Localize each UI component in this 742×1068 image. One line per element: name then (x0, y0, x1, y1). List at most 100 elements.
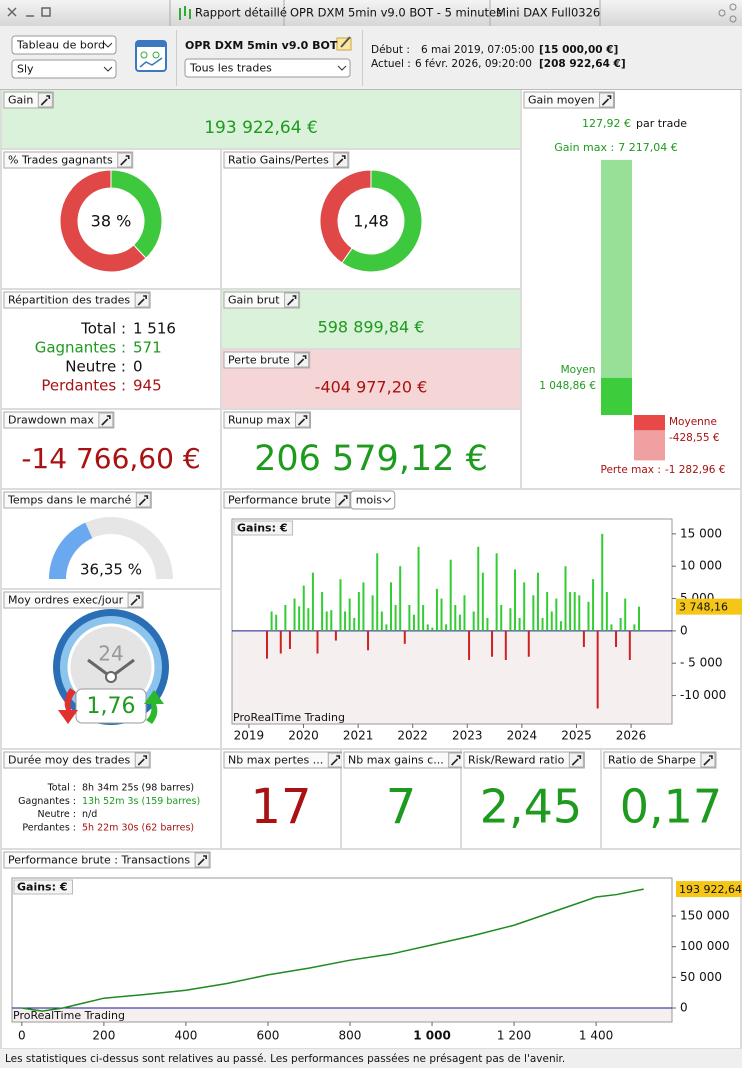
dropdown[interactable] (11, 59, 117, 79)
wrench-icon (197, 855, 207, 866)
panel-header (223, 291, 301, 309)
donut-negative (319, 169, 372, 264)
panel-title: Ratio Gains/Pertes (228, 154, 329, 167)
wrench-icon (287, 295, 297, 306)
value-box (75, 688, 147, 724)
donut-negative (59, 169, 147, 273)
bar (532, 595, 535, 631)
panel-title: Gain brut (228, 294, 280, 307)
wrench-icon (101, 415, 111, 426)
bar (596, 630, 599, 709)
dropdown[interactable] (11, 35, 117, 55)
x-tick-label: 1 200 (497, 1029, 531, 1043)
x-tick-label: 2024 (507, 729, 538, 743)
panel-header (3, 751, 151, 769)
panel-title: Perte brute (228, 354, 290, 367)
label: 6 mai 2019, 07:05:00 (421, 44, 535, 56)
dropdown-arrow (103, 66, 113, 72)
label: par trade (636, 117, 687, 130)
share-icon[interactable] (718, 3, 737, 23)
bar (412, 614, 415, 631)
row-value: 0 (133, 358, 143, 376)
bar (316, 630, 319, 654)
bar (279, 630, 282, 654)
row-label: Neutre : (38, 809, 76, 820)
row-label: Gagnantes : (18, 796, 76, 807)
dropdown[interactable] (184, 58, 351, 78)
bar (385, 624, 388, 631)
last-value-label: 193 922,64 (679, 883, 742, 896)
wrench-icon (137, 295, 147, 306)
dropdown-arrow (337, 65, 347, 71)
panel-header (223, 351, 311, 369)
bar (527, 630, 530, 657)
y-tick-label: - 5 000 (680, 656, 723, 670)
tab: OPR DXM 5min v9.0 BOT - 5 minutes (290, 6, 502, 20)
bar (491, 630, 494, 657)
bar (417, 546, 420, 631)
bar (321, 592, 324, 631)
dropdown[interactable] (350, 490, 396, 510)
wrench-icon (120, 155, 130, 166)
bar (601, 533, 604, 631)
row-label: Total : (80, 320, 126, 338)
bar (266, 630, 268, 659)
edit-icon[interactable] (336, 36, 352, 51)
watermark: ProRealTime Trading (233, 711, 345, 724)
bar (357, 592, 360, 631)
label: 1 048,86 € (539, 380, 596, 392)
wrench-icon (338, 495, 348, 506)
gauge-label: 36,35 % (80, 561, 142, 579)
wrench-icon (297, 355, 307, 366)
bar (454, 605, 457, 631)
label: -428,55 € (669, 432, 720, 444)
y-tick-label: -10 000 (680, 688, 726, 702)
panel-title: % Trades gagnants (8, 154, 113, 167)
bar (518, 617, 521, 631)
x-tick-label: 2023 (452, 729, 483, 743)
bar (472, 611, 475, 631)
x-tick-label: 2020 (288, 729, 319, 743)
panel-header (463, 751, 585, 769)
panel-title: Risk/Reward ratio (468, 754, 565, 767)
donut-label: 38 % (91, 212, 132, 231)
bar (619, 617, 622, 631)
title-bar (0, 0, 742, 26)
row-label: Perdantes : (41, 377, 126, 395)
bar (564, 566, 567, 631)
max-gain-label: Gain max : 7 217,04 € (554, 141, 677, 154)
red-arrow (58, 688, 78, 724)
last-value-label: 3 748,16 (679, 601, 728, 614)
y-label: Gains: € (237, 522, 287, 535)
x-tick-label: 2026 (616, 729, 647, 743)
bar (275, 614, 278, 631)
x-tick-label: 2022 (397, 729, 428, 743)
max-loss-part: -1 282,96 € (665, 464, 726, 476)
x-tick-label: 200 (92, 1029, 115, 1043)
bar (458, 614, 461, 631)
bar (339, 579, 342, 631)
window-controls[interactable] (7, 7, 51, 17)
label: Moyenne (669, 416, 717, 428)
bar (403, 630, 406, 644)
bar (334, 630, 337, 641)
label: Moyen (561, 364, 596, 376)
panel-header (3, 411, 115, 429)
y-tick-label: 15 000 (680, 526, 722, 540)
bar (605, 592, 608, 631)
bar (523, 582, 526, 631)
toolbar (0, 26, 742, 90)
row-value: 571 (133, 339, 162, 357)
strategy-name: OPR DXM 5min v9.0 BOT (185, 39, 338, 52)
dropdown-value: Sly (17, 63, 34, 76)
watermark: ProRealTime Trading (13, 1009, 125, 1022)
panel-title: Gain moyen (528, 94, 595, 107)
bar (592, 579, 595, 631)
y-tick-label: 150 000 (680, 909, 730, 923)
max-gain-part: Gain max : (554, 141, 614, 154)
candle-icon (179, 6, 191, 20)
report-icon[interactable] (135, 40, 167, 72)
bar (307, 608, 310, 631)
wrench-icon (336, 155, 346, 166)
